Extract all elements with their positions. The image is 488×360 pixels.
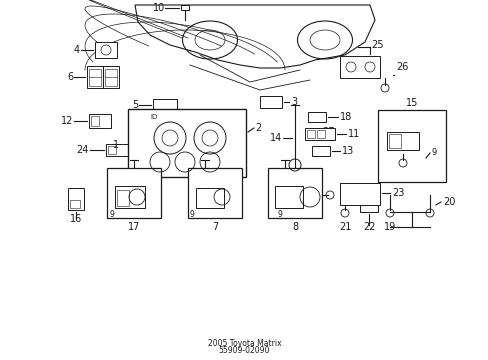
Bar	[105, 76, 117, 86]
Text: 22: 22	[362, 222, 374, 232]
Text: 15: 15	[405, 98, 417, 108]
Text: 9: 9	[109, 211, 114, 220]
Bar	[311, 146, 329, 156]
Text: 2: 2	[254, 123, 261, 133]
Text: ID: ID	[150, 114, 157, 120]
Bar	[181, 5, 189, 10]
Bar	[91, 116, 99, 126]
Bar	[107, 168, 161, 218]
Bar	[187, 168, 242, 218]
Text: 24: 24	[77, 145, 89, 155]
Bar	[105, 69, 117, 77]
Bar	[89, 69, 101, 77]
Text: 13: 13	[341, 146, 353, 156]
Bar	[153, 99, 177, 111]
Bar	[106, 144, 128, 156]
Text: 17: 17	[127, 222, 140, 232]
Bar	[274, 186, 303, 208]
Bar	[117, 190, 129, 206]
Text: 7: 7	[211, 222, 218, 232]
Bar	[339, 56, 379, 78]
Bar	[115, 186, 145, 208]
Bar	[307, 112, 325, 122]
Bar	[316, 130, 325, 138]
Text: 12: 12	[61, 116, 73, 126]
Text: 18: 18	[339, 112, 351, 122]
Text: 1: 1	[113, 140, 119, 150]
Text: 9: 9	[190, 211, 195, 220]
Text: 16: 16	[70, 214, 82, 224]
Bar	[89, 76, 101, 86]
Bar	[305, 128, 334, 140]
Text: 9: 9	[278, 211, 282, 220]
Text: 25: 25	[371, 40, 384, 50]
Bar	[306, 130, 314, 138]
Text: 19: 19	[383, 222, 395, 232]
Bar	[95, 42, 117, 58]
Text: 5: 5	[131, 100, 138, 110]
Bar	[68, 188, 84, 210]
Bar	[70, 200, 80, 208]
Text: 9: 9	[431, 148, 436, 157]
Text: 21: 21	[338, 222, 350, 232]
Text: 6: 6	[67, 72, 73, 82]
Text: 3: 3	[290, 97, 297, 107]
Bar	[339, 183, 379, 205]
Bar	[386, 132, 418, 150]
Bar	[89, 114, 111, 128]
Text: 23: 23	[391, 188, 404, 198]
Polygon shape	[135, 5, 374, 68]
Text: 4: 4	[74, 45, 80, 55]
Bar	[128, 109, 245, 177]
Text: 2005 Toyota Matrix: 2005 Toyota Matrix	[207, 339, 281, 348]
Bar	[377, 110, 445, 182]
Bar	[87, 66, 119, 88]
Bar	[388, 134, 400, 148]
Text: 20: 20	[442, 197, 454, 207]
Text: 14: 14	[269, 133, 282, 143]
Text: 11: 11	[347, 129, 360, 139]
Bar	[108, 146, 116, 154]
Text: 26: 26	[395, 62, 407, 72]
Text: 8: 8	[291, 222, 298, 232]
Bar	[196, 188, 224, 208]
Text: 55909-02090: 55909-02090	[218, 346, 270, 355]
Text: 27: 27	[321, 127, 334, 137]
Text: 10: 10	[152, 3, 164, 13]
Bar	[267, 168, 321, 218]
Bar	[359, 200, 377, 212]
Bar	[260, 96, 282, 108]
